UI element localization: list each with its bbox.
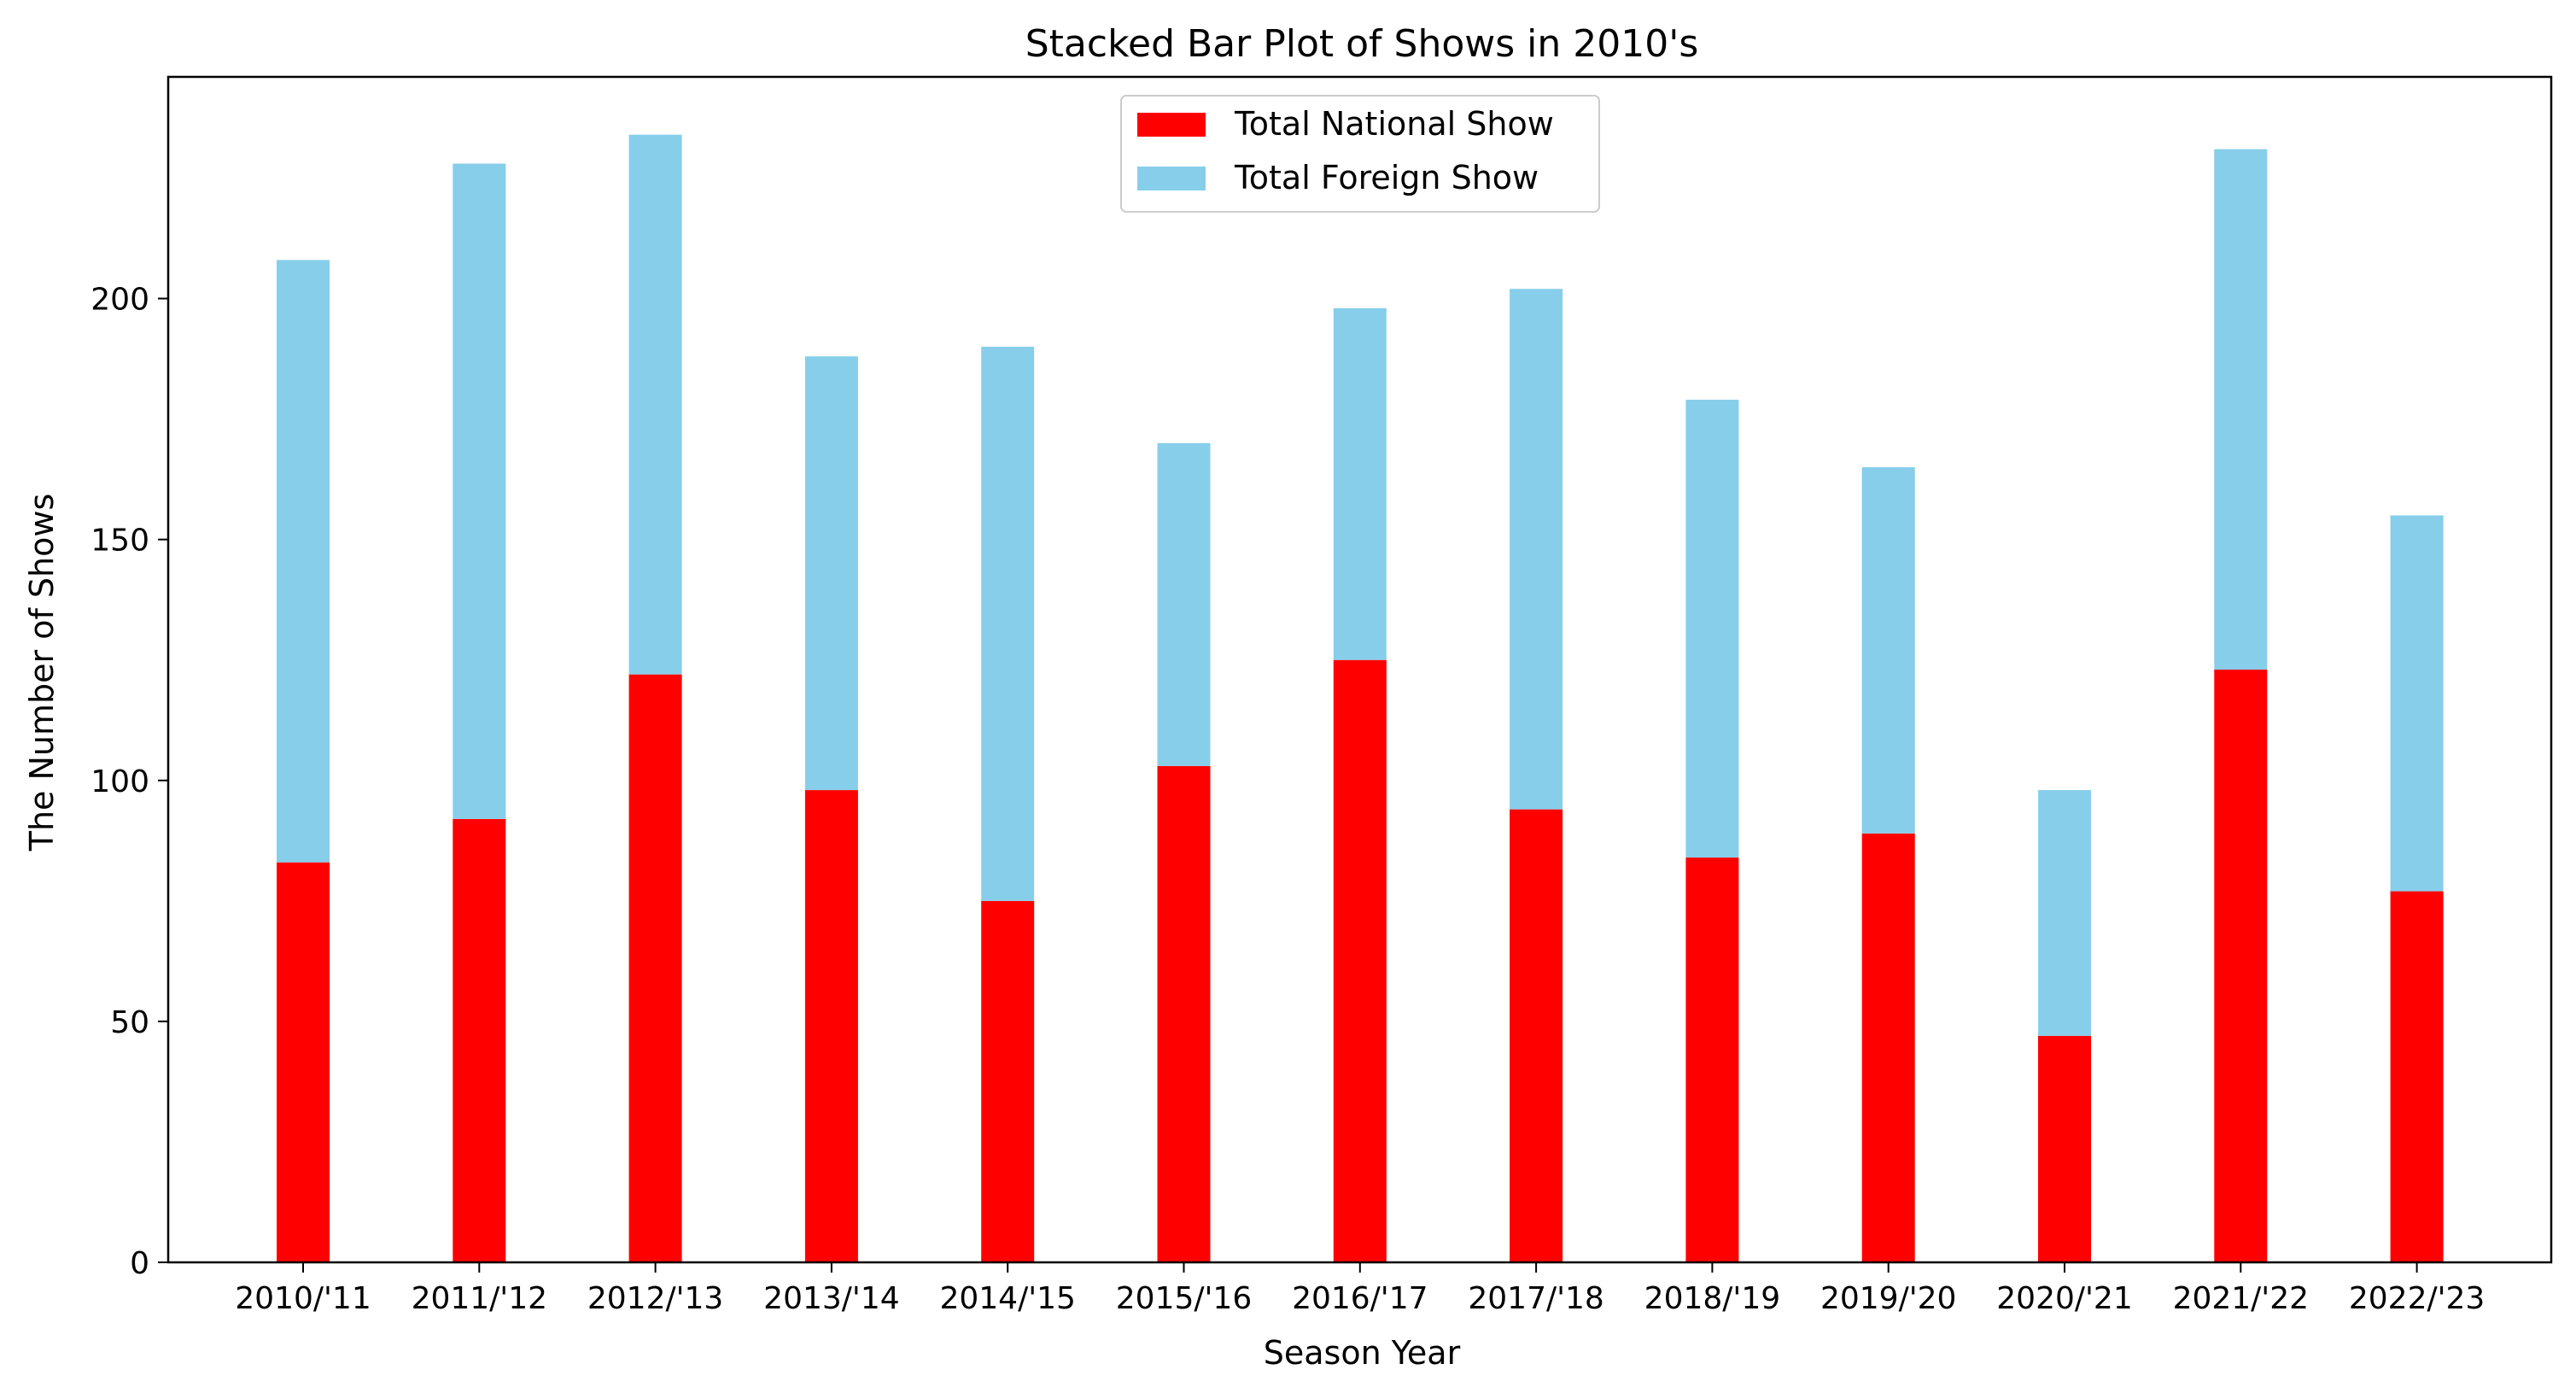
- bar-foreign-8: [1685, 400, 1739, 858]
- bar-national-8: [1685, 858, 1739, 1262]
- y-tick-label: 100: [91, 764, 149, 799]
- bar-foreign-0: [277, 260, 330, 863]
- legend: Total National Show Total Foreign Show: [1120, 95, 1600, 213]
- bar-national-0: [277, 862, 330, 1262]
- bar-foreign-2: [628, 134, 682, 675]
- bar-foreign-9: [1861, 467, 1915, 834]
- legend-swatch-national: [1137, 113, 1206, 137]
- legend-label-foreign: Total Foreign Show: [1234, 159, 1539, 196]
- bar-foreign-5: [1157, 442, 1211, 766]
- x-tick-label: 2015/'16: [1116, 1281, 1252, 1316]
- bar-foreign-1: [453, 163, 506, 819]
- x-tick-label: 2019/'20: [1820, 1281, 1956, 1316]
- x-tick-label: 2013/'14: [763, 1281, 899, 1316]
- bar-national-12: [2390, 891, 2444, 1262]
- bar-national-9: [1861, 833, 1915, 1262]
- x-tick-label: 2022/'23: [2349, 1281, 2485, 1316]
- x-tick-label: 2014/'15: [939, 1281, 1075, 1316]
- chart-title: Stacked Bar Plot of Shows in 2010's: [1025, 22, 1699, 66]
- bar-foreign-11: [2214, 149, 2268, 670]
- bar-foreign-6: [1333, 307, 1387, 660]
- bar-national-4: [981, 900, 1035, 1262]
- y-axis-ticks: 0 50 100 150 200: [91, 283, 168, 1281]
- x-tick-label: 2011/'12: [412, 1281, 547, 1316]
- x-tick-label: 2016/'17: [1292, 1281, 1428, 1316]
- bar-national-6: [1333, 659, 1387, 1262]
- bar-foreign-4: [981, 346, 1035, 901]
- bar-foreign-3: [804, 356, 858, 791]
- x-tick-label: 2020/'21: [1996, 1281, 2132, 1316]
- legend-swatch-foreign: [1137, 167, 1206, 190]
- bar-foreign-7: [1510, 289, 1563, 810]
- bar-national-3: [804, 790, 858, 1262]
- bar-national-10: [2038, 1035, 2091, 1262]
- plot-frame: [166, 75, 2553, 1264]
- bar-national-1: [453, 818, 506, 1262]
- legend-box: [1120, 95, 1600, 213]
- bar-foreign-12: [2390, 515, 2444, 892]
- x-tick-label: 2012/'13: [587, 1281, 723, 1316]
- bar-foreign-10: [2038, 790, 2091, 1036]
- bar-national-7: [1510, 809, 1563, 1262]
- x-tick-label: 2010/'11: [235, 1281, 371, 1316]
- x-axis-ticks: 2010/'11 2011/'12 2012/'13 2013/'14 2014/'15…: [235, 1262, 2485, 1316]
- bar-national-2: [628, 674, 682, 1262]
- y-axis-label: The Number of Shows: [23, 494, 61, 852]
- x-tick-label: 2018/'19: [1644, 1281, 1780, 1316]
- x-tick-label: 2017/'18: [1468, 1281, 1603, 1316]
- y-tick-label: 0: [130, 1246, 149, 1281]
- bar-national-11: [2214, 670, 2268, 1262]
- x-tick-label: 2021/'22: [2173, 1281, 2309, 1316]
- bar-national-5: [1157, 765, 1211, 1262]
- y-tick-label: 50: [110, 1005, 149, 1040]
- bars-group: [277, 134, 2444, 1262]
- legend-label-national: Total National Show: [1234, 105, 1554, 143]
- x-axis-label: Season Year: [1264, 1334, 1461, 1372]
- y-tick-label: 200: [91, 283, 149, 318]
- y-tick-label: 150: [91, 524, 149, 559]
